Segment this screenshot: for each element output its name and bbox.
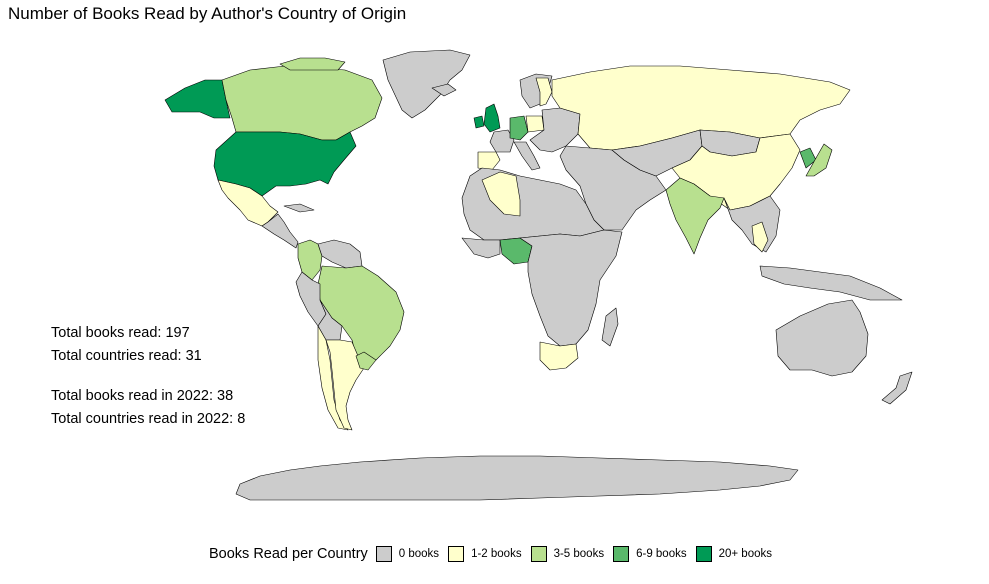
region-cuba	[283, 203, 315, 213]
legend-swatch-1-2-books	[448, 546, 465, 562]
region-france	[489, 129, 515, 153]
legend-swatch-3-5-books	[530, 546, 547, 562]
region-new-zealand	[881, 371, 913, 405]
region-thailand	[751, 221, 769, 253]
legend-item-1-2-books: 1-2 books	[448, 546, 522, 562]
map-title: Number of Books Read by Author's Country…	[8, 4, 407, 23]
region-alaska	[164, 79, 231, 119]
region-poland	[525, 115, 545, 133]
region-argentina	[325, 339, 365, 431]
legend-swatch-0-books	[375, 546, 392, 562]
legend-item-6-9-books: 6-9 books	[613, 546, 687, 562]
total-books-read-2022: Total books read in 2022: 38	[51, 388, 234, 404]
region-canada	[221, 65, 383, 141]
region-madagascar	[601, 307, 619, 347]
stats-2022: Total books read in 2022: 38 Total count…	[51, 385, 245, 431]
region-spain	[477, 151, 501, 171]
legend-label-20-plus-books: 20+ books	[718, 548, 772, 560]
region-germany	[509, 115, 529, 141]
legend-item-3-5-books: 3-5 books	[530, 546, 605, 562]
legend: Books Read per Country 0 books 1-2 books…	[209, 546, 781, 562]
region-colombia	[297, 239, 323, 281]
region-australia	[775, 299, 869, 377]
region-greenland	[382, 49, 471, 119]
total-countries-read: Total countries read: 31	[51, 348, 202, 364]
region-west-africa	[461, 237, 501, 259]
region-antarctica	[235, 455, 799, 501]
legend-item-20-plus-books: 20+ books	[695, 546, 772, 562]
legend-swatch-20-plus-books	[695, 546, 712, 562]
region-india	[665, 177, 725, 255]
legend-label-1-2-books: 1-2 books	[471, 548, 522, 560]
total-books-read: Total books read: 197	[51, 325, 190, 341]
region-venezuela	[317, 239, 363, 269]
region-indonesia	[759, 265, 903, 301]
total-countries-read-2022: Total countries read in 2022: 8	[51, 411, 246, 427]
legend-item-0-books: 0 books	[375, 546, 440, 562]
stats-all-time: Total books read: 197 Total countries re…	[51, 322, 202, 368]
legend-label-0-books: 0 books	[398, 548, 440, 560]
legend-title: Books Read per Country	[209, 546, 368, 562]
region-canada-islands	[279, 57, 346, 71]
region-central-africa	[519, 229, 623, 347]
region-italy	[513, 141, 541, 171]
legend-label-6-9-books: 6-9 books	[636, 548, 687, 560]
region-south-africa	[539, 341, 579, 371]
region-iceland	[431, 83, 457, 97]
region-sweden	[535, 77, 553, 107]
legend-swatch-6-9-books	[613, 546, 630, 562]
legend-label-3-5-books: 3-5 books	[553, 548, 605, 560]
region-uruguay	[355, 351, 377, 371]
region-united-kingdom	[483, 103, 501, 133]
region-algeria	[481, 171, 521, 217]
region-central-america	[261, 213, 299, 249]
region-japan	[805, 143, 833, 177]
region-ireland	[473, 115, 485, 129]
